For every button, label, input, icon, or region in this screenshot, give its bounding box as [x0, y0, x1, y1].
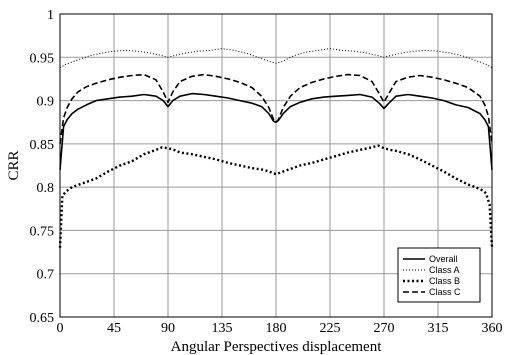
legend-label: Class A	[429, 265, 460, 275]
legend-label: Class C	[429, 287, 461, 297]
series-lines	[58, 48, 494, 248]
x-axis-label: Angular Perspectives displacement	[171, 339, 383, 355]
y-tick-label: 0.95	[30, 51, 55, 66]
x-tick-label: 0	[57, 321, 64, 336]
x-tick-label: 180	[266, 321, 287, 336]
y-axis-label: CRR	[6, 150, 22, 180]
y-tick-label: 0.85	[30, 138, 55, 153]
y-tick-label: 1	[47, 8, 54, 23]
y-tick-label: 0.65	[30, 311, 55, 326]
legend-box	[397, 247, 481, 303]
x-tick-label: 270	[374, 321, 395, 336]
plot-frame	[59, 13, 493, 318]
legend-label: Class B	[429, 276, 460, 286]
series-line-overall	[59, 92, 493, 170]
series-line-class-a	[59, 48, 493, 69]
y-tick-label: 0.9	[37, 95, 55, 110]
series-line-class-b	[58, 144, 494, 248]
tick-labels: 0 45 90 135 180 225 270 315 360 0.65 0.7 0.75 0.8 0.8…	[30, 8, 503, 336]
y-tick-label: 0.8	[37, 181, 55, 196]
x-tick-label: 360	[482, 321, 503, 336]
y-tick-label: 0.75	[30, 224, 55, 239]
x-tick-label: 225	[320, 321, 341, 336]
y-tick-label: 0.7	[37, 268, 55, 283]
x-tick-label: 45	[107, 321, 121, 336]
legend-label: Overall	[429, 254, 458, 264]
x-tick-label: 135	[212, 321, 233, 336]
x-tick-label: 315	[428, 321, 449, 336]
grid-lines	[60, 14, 492, 317]
x-tick-label: 90	[161, 321, 175, 336]
series-line-class-c	[59, 73, 493, 145]
